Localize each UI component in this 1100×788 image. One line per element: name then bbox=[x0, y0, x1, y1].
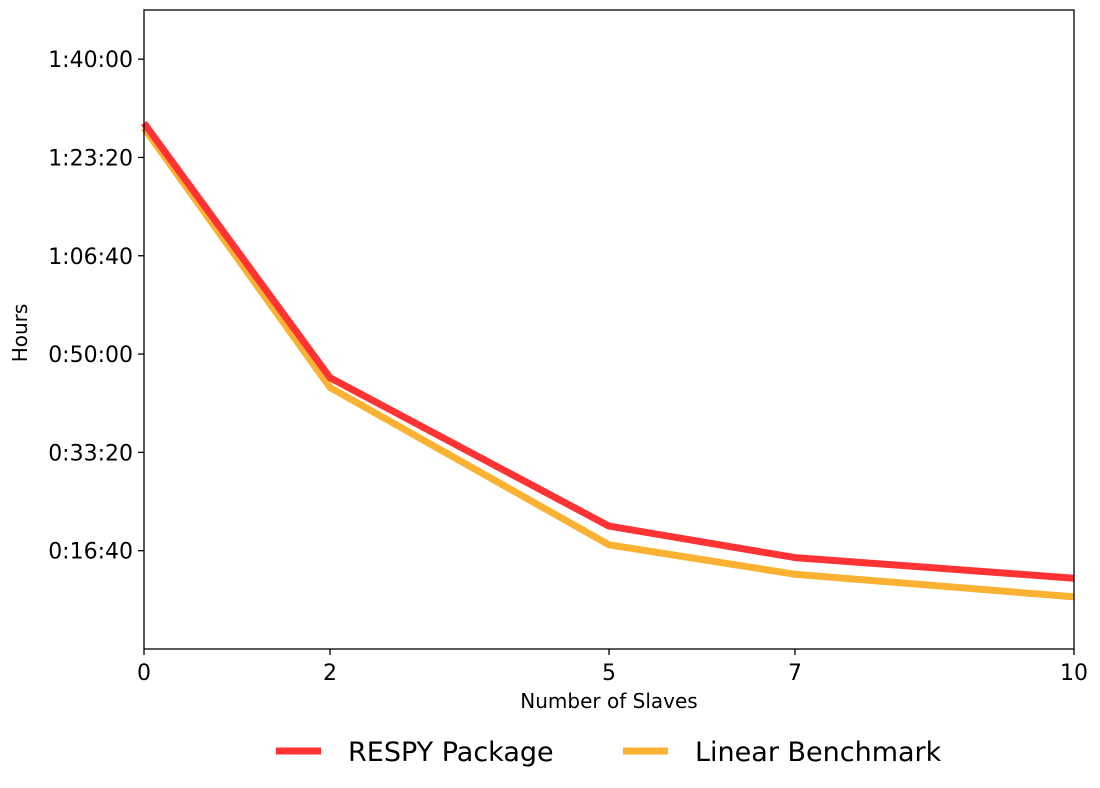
x-tick-label: 2 bbox=[323, 661, 337, 686]
y-tick-label: 0:50:00 bbox=[48, 343, 133, 368]
series-line-0 bbox=[141, 121, 1075, 582]
y-tick-label: 0:16:40 bbox=[48, 540, 133, 565]
x-tick-label: 10 bbox=[1060, 661, 1088, 686]
y-tick-label: 1:40:00 bbox=[48, 48, 133, 73]
y-axis: 0:16:40 0:33:20 0:50:00 1:06:40 1:23:20 1:40:… bbox=[48, 48, 144, 565]
series-layer bbox=[141, 121, 1075, 601]
legend-label-1: Linear Benchmark bbox=[695, 737, 942, 768]
x-tick-label: 5 bbox=[602, 661, 616, 686]
y-tick-label: 1:06:40 bbox=[48, 245, 133, 270]
series-line-1 bbox=[141, 125, 1075, 601]
x-tick-label: 0 bbox=[137, 661, 151, 686]
y-tick-label: 1:23:20 bbox=[48, 146, 133, 171]
plot-frame bbox=[143, 9, 1075, 650]
y-axis-title: Hours bbox=[8, 304, 32, 363]
y-tick-label: 0:33:20 bbox=[48, 441, 133, 466]
x-tick-label: 7 bbox=[788, 661, 802, 686]
legend-label-0: RESPY Package bbox=[348, 737, 554, 768]
x-axis-title: Number of Slaves bbox=[520, 689, 697, 713]
legend: RESPY Package Linear Benchmark bbox=[276, 737, 942, 768]
x-axis: 0 2 5 7 10 bbox=[137, 649, 1088, 686]
